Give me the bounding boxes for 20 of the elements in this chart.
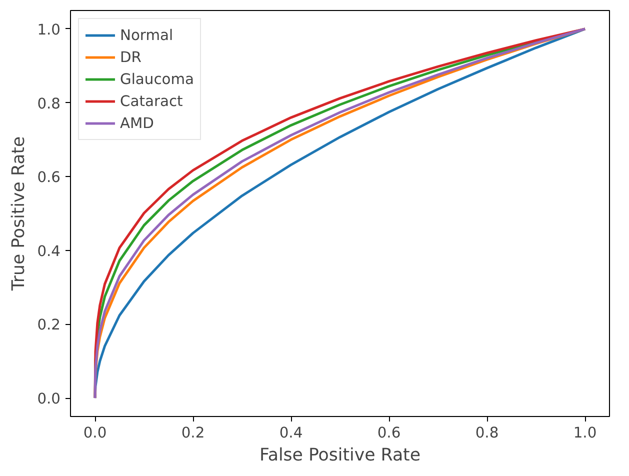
x-tick-label: 0.2 bbox=[181, 424, 205, 442]
legend-label: AMD bbox=[120, 114, 154, 132]
y-axis-title: True Positive Rate bbox=[9, 136, 30, 292]
legend-label: DR bbox=[120, 48, 142, 66]
y-tick-label: 0.4 bbox=[37, 242, 61, 260]
x-tick-label: 1.0 bbox=[573, 424, 597, 442]
y-tick-label: 0.0 bbox=[37, 390, 61, 408]
y-tick-label: 0.2 bbox=[37, 316, 61, 334]
x-tick-label: 0.6 bbox=[377, 424, 401, 442]
x-tick-label: 0.4 bbox=[279, 424, 303, 442]
y-tick-label: 0.6 bbox=[37, 169, 61, 186]
x-axis-title: False Positive Rate bbox=[259, 446, 421, 466]
x-tick-label: 0.8 bbox=[475, 424, 499, 442]
y-tick-label: 1.0 bbox=[37, 21, 61, 38]
x-tick-label: 0.0 bbox=[83, 424, 107, 442]
legend-label: Normal bbox=[120, 26, 174, 44]
legend-label: Cataract bbox=[120, 92, 183, 110]
legend-label: Glaucoma bbox=[120, 70, 194, 88]
y-tick-label: 0.8 bbox=[37, 95, 61, 112]
line-series bbox=[94, 28, 586, 400]
